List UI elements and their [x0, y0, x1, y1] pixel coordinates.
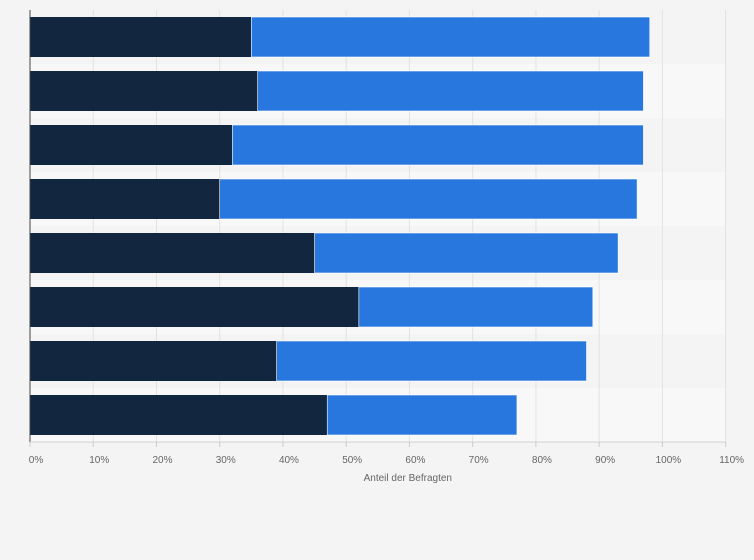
bar-segment-1: [30, 179, 220, 219]
x-tick-label: 0%: [29, 455, 44, 466]
bar-segment-2: [251, 16, 651, 58]
bar-segment-1: [30, 395, 328, 435]
x-tick-label: 50%: [342, 455, 362, 466]
x-tick-label: 90%: [595, 455, 615, 466]
x-axis: 0% 10% 20% 30% 40% 50% 60% 70% 80% 90% 100% 110%: [29, 10, 744, 466]
x-tick-label: 30%: [216, 455, 236, 466]
bar-segment-2: [219, 178, 638, 220]
bar-segment-2: [314, 232, 619, 274]
bar-segment-1: [30, 17, 252, 57]
x-tick-label: 10%: [89, 455, 109, 466]
bar-segment-2: [257, 70, 644, 112]
bar-segment-1: [30, 71, 258, 111]
x-tick-label: 80%: [532, 455, 552, 466]
bars: [30, 16, 651, 436]
x-tick-label: 110%: [719, 455, 744, 466]
bar-segment-1: [30, 341, 277, 381]
x-tick-label: 40%: [279, 455, 299, 466]
bar-segment-1: [30, 233, 315, 273]
bar-segment-2: [326, 394, 518, 436]
x-tick-label: 100%: [656, 455, 682, 466]
x-tick-label: 20%: [152, 455, 172, 466]
bar-segment-2: [232, 124, 644, 166]
x-tick-label: 70%: [469, 455, 489, 466]
bar-segment-1: [30, 125, 233, 165]
bar-segment-1: [30, 287, 359, 327]
bar-segment-2: [276, 340, 587, 382]
x-tick-label: 60%: [405, 455, 425, 466]
bar-segment-2: [358, 286, 594, 328]
x-axis-title: Anteil der Befragten: [364, 473, 452, 484]
